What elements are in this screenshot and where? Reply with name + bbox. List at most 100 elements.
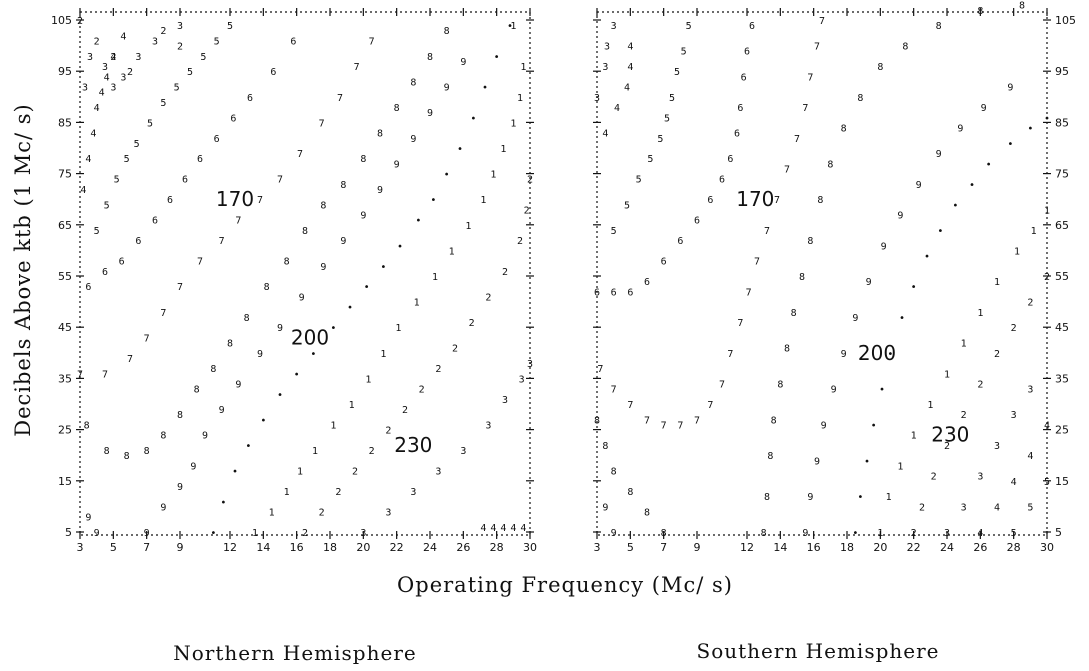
contour-point: 7 [819,16,825,27]
contour-point: 9 [299,292,305,303]
y-tick-label: 105 [1055,14,1076,27]
contour-point: 7 [627,400,633,411]
contour-point: 2 [369,446,375,457]
contour-point: 8 [936,21,942,32]
contour-point: • [330,323,336,334]
contour-point: 4 [627,62,633,73]
contour-point: 9 [821,420,827,431]
contour-point: 3 [594,93,600,104]
contour-point: 9 [340,236,346,247]
y-tick-label: 25 [58,424,72,437]
contour-point: 7 [177,282,183,293]
contour-point: 4 [99,88,105,99]
contour-point: 8 [177,410,183,421]
contour-point: 4 [1044,420,1050,431]
x-tick-label: 16 [807,541,821,554]
contour-point: • [220,497,226,508]
contour-point: 6 [270,67,276,78]
contour-point: 5 [669,93,675,104]
contour-point: 8 [817,195,823,206]
contour-point: 6 [644,277,650,288]
contour-point: 2 [352,467,358,478]
contour-point: 1 [927,400,933,411]
contour-point: 8 [761,528,767,539]
contour-point: 1 [994,277,1000,288]
y-tick-label: 65 [58,219,72,232]
x-tick-label: 14 [256,541,270,554]
contour-point: 5 [681,47,687,58]
contour-point: 1 [269,508,275,519]
contour-point: 5 [657,134,663,145]
contour-point: 3 [994,441,1000,452]
contour-point: 1 [1031,226,1037,237]
contour-point: 3 [82,83,88,94]
plot-frame [79,11,531,536]
contour-point: 6 [707,195,713,206]
contour-point: 5 [636,175,642,186]
contour-point: 3 [435,467,441,478]
contour-point: 1 [480,195,486,206]
contour-point: 9 [916,180,922,191]
contour-point: 8 [611,467,617,478]
contour-point: 1 [886,492,892,503]
contour-point: • [899,313,905,324]
contour-point: • [397,241,403,252]
contour-point: 6 [197,154,203,165]
contour-point: 4 [994,502,1000,513]
contour-point: 8 [377,129,383,140]
contour-point: 8 [877,62,883,73]
contour-point: 8 [594,415,600,426]
contour-point: 2 [485,292,491,303]
contour-point: • [245,441,251,452]
contour-point: • [857,492,863,503]
contour-point: 4 [510,523,516,534]
contour-point: 8 [394,103,400,114]
contour-point: 6 [741,72,747,83]
contour-point: 2 [517,236,523,247]
x-tick-label: 26 [973,541,987,554]
contour-point: 7 [737,318,743,329]
contour-point: 8 [767,451,773,462]
contour-point: 8 [210,364,216,375]
contour-point: 8 [194,385,200,396]
contour-point: 5 [147,118,153,129]
x-tick-label: 26 [456,541,470,554]
northern-hemisphere-caption: Northern Hemisphere [173,641,416,665]
contour-point: • [260,415,266,426]
contour-point: 8 [84,420,90,431]
contour-point: 9 [831,385,837,396]
y-tick-label: 5 [1055,526,1062,539]
contour-point: • [852,528,858,539]
contour-point: 2 [127,67,133,78]
contour-point: 9 [897,211,903,222]
contour-point: 4 [90,129,96,140]
contour-point: 7 [277,175,283,186]
contour-point: 2 [452,344,458,355]
northern-hemisphere-panel: 3 5 7 9 12 14 16 18 20 22 24 26 28 305152535455565758… [51,8,537,554]
contour-point: 9 [852,313,858,324]
contour-point: 3 [604,42,610,53]
contour-point: 2 [469,318,475,329]
contour-point: 7 [707,400,713,411]
contour-point: 4 [602,129,608,140]
contour-point: • [310,349,316,360]
contour-point: 7 [369,36,375,47]
contour-point: 1 [1014,246,1020,257]
contour-point: 4 [1027,451,1033,462]
contour-point: 4 [110,52,116,63]
contour-point: 7 [719,380,725,391]
contour-point: 2 [419,385,425,396]
contour-label: 170 [216,187,254,211]
contour-point: • [924,252,930,263]
contour-point: 9 [177,482,183,493]
contour-point: 9 [841,349,847,360]
contour-point: 6 [737,103,743,114]
contour-point: • [871,420,877,431]
contour-point: 9 [257,349,263,360]
x-tick-label: 7 [660,541,667,554]
contour-point: 6 [734,129,740,140]
contour-point: 1 [297,467,303,478]
contour-point: 2 [94,36,100,47]
contour-point: • [430,195,436,206]
